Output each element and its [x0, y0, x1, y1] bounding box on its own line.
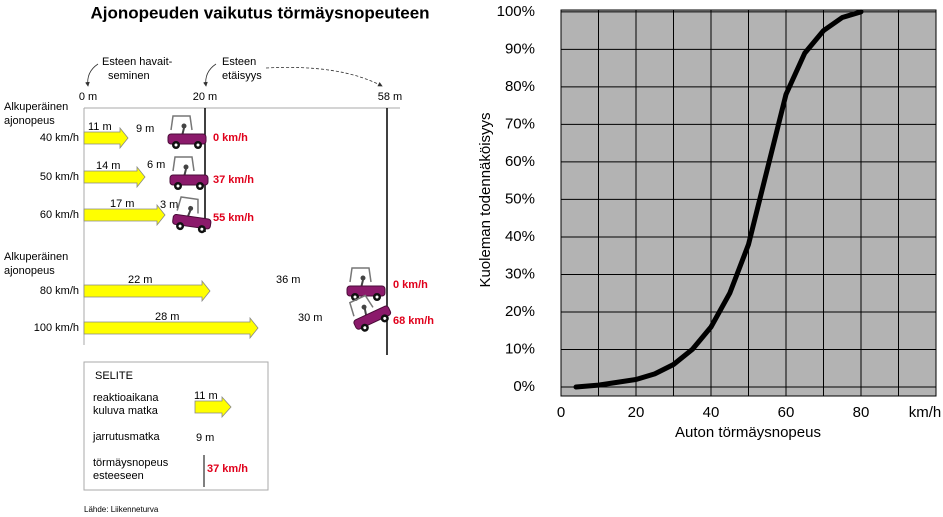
reaction-distance: 17 m [110, 198, 134, 210]
reaction-arrow [83, 165, 146, 189]
reaction-arrow [83, 203, 166, 227]
annotation: seminen [108, 70, 150, 82]
legend-arrow [194, 395, 232, 419]
y-tick-label: 80% [505, 78, 535, 95]
speed-label: 60 km/h [40, 209, 79, 221]
group-label: ajonopeus [4, 265, 55, 277]
braking-distance: 30 m [298, 312, 322, 324]
braking-distance: 9 m [136, 123, 154, 135]
y-tick-label: 50% [505, 190, 535, 207]
distance-mark: 58 m [378, 91, 402, 103]
x-tick-label: 80 [853, 404, 870, 421]
impact-speed: 68 km/h [393, 315, 434, 327]
reaction-arrow [83, 126, 129, 150]
y-tick-label: 20% [505, 303, 535, 320]
speed-label: 40 km/h [40, 132, 79, 144]
x-tick-label: 40 [703, 404, 720, 421]
reaction-distance: 22 m [128, 274, 152, 286]
y-tick-label: 40% [505, 228, 535, 245]
source: Lähde: Liikenneturva [84, 505, 159, 514]
braking-distance: 36 m [276, 274, 300, 286]
legend-box [83, 361, 269, 491]
arrow [265, 67, 383, 87]
braking-distance: 3 m [160, 199, 178, 211]
speed-label: 50 km/h [40, 171, 79, 183]
reaction-distance: 14 m [96, 160, 120, 172]
legend-text: 11 m [194, 390, 218, 402]
x-tick-label: 60 [778, 404, 795, 421]
impact-speed: 37 km/h [213, 174, 254, 186]
legend-text: jarrutusmatka [92, 431, 161, 443]
y-tick-label: 10% [505, 340, 535, 357]
reaction-distance: 11 m [88, 121, 112, 133]
arrow [203, 63, 217, 87]
arrow [85, 63, 99, 87]
impact-speed: 0 km/h [213, 132, 248, 144]
x-unit: km/h [909, 404, 942, 421]
distance-mark: 0 m [79, 91, 97, 103]
reaction-arrow [83, 279, 211, 303]
y-tick-label: 0% [513, 378, 535, 395]
y-tick-label: 60% [505, 153, 535, 170]
reaction-distance: 28 m [155, 311, 179, 323]
car [167, 115, 207, 150]
legend-text: törmäysnopeus [93, 457, 169, 469]
annotation: etäisyys [222, 70, 262, 82]
chart: Kuoleman todennäköisyys Auton törmäysnop… [477, 3, 941, 441]
diagram: Ajonopeuden vaikutus törmäysnopeuteen Es… [4, 3, 430, 514]
legend-text: 9 m [196, 432, 214, 444]
y-tick-label: 70% [505, 115, 535, 132]
rows: 40 km/h 11 m 9 m 0 km/h 50 km/h 14 m 6 m 37 km/… [34, 115, 434, 340]
distance-mark: 20 m [193, 91, 217, 103]
line [573, 9, 864, 390]
y-axis-label: Kuoleman todennäköisyys [477, 112, 494, 287]
group-label: Alkuperäinen [4, 251, 68, 263]
legend-text: kuluva matka [93, 405, 159, 417]
legend-text: reaktioaikana [93, 392, 159, 404]
group-label: ajonopeus [4, 115, 55, 127]
annotation: Esteen [222, 56, 256, 68]
speed-label: 100 km/h [34, 322, 79, 334]
x-tick-label: 20 [628, 404, 645, 421]
x-axis-label: Auton törmäysnopeus [675, 424, 821, 441]
impact-speed: 55 km/h [213, 212, 254, 224]
reaction-arrow [83, 316, 259, 340]
car [169, 156, 209, 191]
legend-text: 37 km/h [207, 463, 248, 475]
y-tick-label: 30% [505, 265, 535, 282]
impact-speed: 0 km/h [393, 279, 428, 291]
braking-distance: 6 m [147, 159, 165, 171]
legend-text: esteeseen [93, 470, 144, 482]
legend-title: SELITE [95, 370, 133, 382]
x-tick-label: 0 [557, 404, 565, 421]
annotation: Esteen havait- [102, 56, 173, 68]
group-label: Alkuperäinen [4, 101, 68, 113]
y-tick-label: 90% [505, 40, 535, 57]
y-tick-label: 100% [497, 3, 535, 20]
title: Ajonopeuden vaikutus törmäysnopeuteen [90, 3, 429, 22]
speed-label: 80 km/h [40, 285, 79, 297]
